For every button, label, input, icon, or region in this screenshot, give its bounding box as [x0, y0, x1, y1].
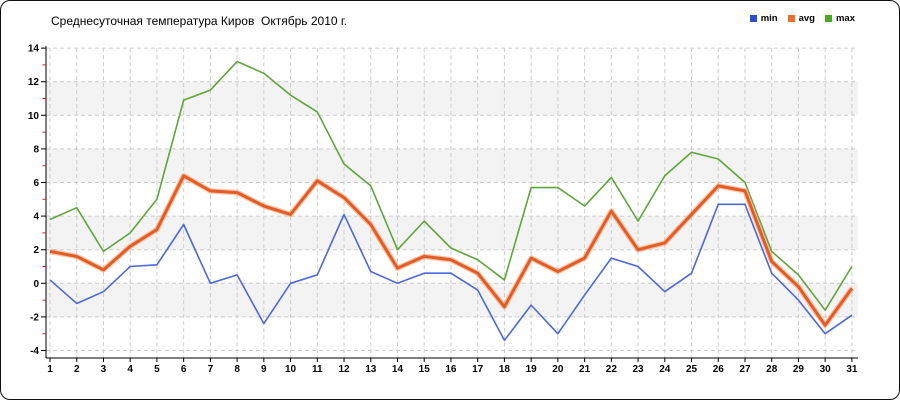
chart-title: Среднесуточная температура Киров Октябрь… — [51, 14, 348, 28]
series-line-max — [49, 60, 853, 311]
x-tick-label: 16 — [445, 364, 457, 375]
x-tick-label: 5 — [154, 364, 160, 375]
x-tick-label: 9 — [261, 364, 267, 375]
x-tick-label: 28 — [766, 364, 778, 375]
x-tick-label: 22 — [606, 364, 618, 375]
legend-swatch-avg — [787, 15, 795, 23]
x-tick-label: 29 — [793, 364, 805, 375]
x-tick-label: 15 — [419, 364, 431, 375]
x-tick-label: 25 — [686, 364, 698, 375]
y-tick-label: 4 — [33, 212, 39, 223]
legend-swatch-max — [824, 15, 832, 23]
x-tick-label: 7 — [208, 364, 214, 375]
x-tick-label: 3 — [101, 364, 107, 375]
x-tick-label: 18 — [499, 364, 511, 375]
x-tick-label: 17 — [472, 364, 484, 375]
legend-label-max: max — [835, 13, 855, 24]
legend-label-avg: avg — [798, 13, 815, 24]
x-tick-label: 4 — [127, 364, 133, 375]
series-line-avg — [49, 174, 854, 327]
x-tick-label: 21 — [579, 364, 591, 375]
plot-band — [46, 81, 858, 116]
legend-item-min: min — [749, 13, 778, 24]
x-tick-label: 27 — [739, 364, 751, 375]
x-tick-label: 1 — [47, 364, 53, 375]
x-tick-label: 11 — [312, 364, 323, 375]
y-tick-label: 14 — [28, 44, 40, 55]
y-tick-label: -2 — [30, 312, 39, 323]
plot-band — [46, 283, 858, 317]
y-tick-label: 2 — [33, 245, 39, 256]
x-tick-label: 19 — [526, 364, 538, 375]
legend-label-min: min — [760, 13, 778, 24]
x-tick-label: 12 — [338, 364, 350, 375]
x-tick-label: 8 — [234, 364, 240, 375]
y-tick-label: 10 — [28, 111, 40, 122]
x-tick-label: 30 — [820, 364, 832, 375]
x-tick-label: 2 — [74, 364, 80, 375]
legend-item-avg: avg — [787, 13, 815, 24]
y-tick-label: 8 — [33, 144, 39, 155]
x-tick-label: 10 — [285, 364, 297, 375]
series-line-min — [49, 203, 853, 342]
x-tick-label: 20 — [552, 364, 564, 375]
legend-item-max: max — [824, 13, 855, 24]
y-tick-label: -4 — [30, 346, 39, 357]
x-tick-label: 31 — [846, 364, 858, 375]
plot-band — [46, 216, 858, 250]
legend-swatch-min — [749, 15, 757, 23]
y-tick-label: 12 — [28, 77, 40, 88]
y-tick-label: 6 — [33, 178, 39, 189]
x-tick-label: 13 — [365, 364, 377, 375]
x-tick-label: 24 — [659, 364, 671, 375]
x-tick-label: 6 — [181, 364, 187, 375]
x-tick-label: 23 — [632, 364, 644, 375]
y-tick-label: 0 — [33, 279, 39, 290]
x-tick-label: 14 — [392, 364, 404, 375]
legend: min avg max — [749, 13, 855, 24]
plot-band — [46, 148, 858, 183]
x-tick-label: 26 — [713, 364, 725, 375]
